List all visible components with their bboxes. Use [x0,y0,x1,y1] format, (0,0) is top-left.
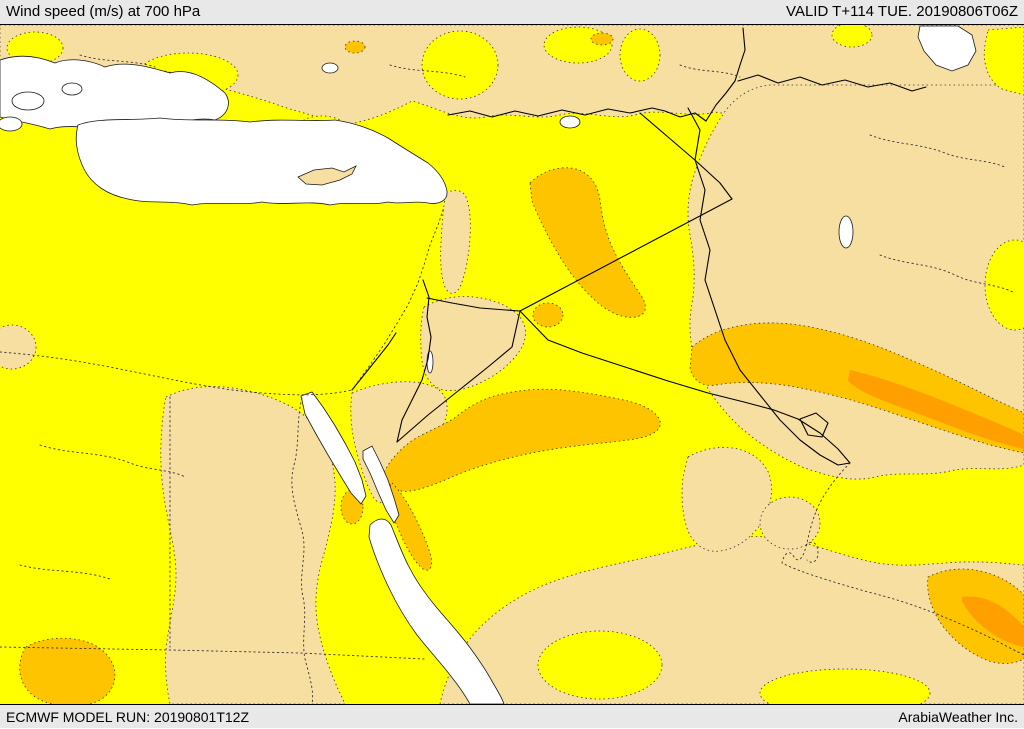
border-caucasus-east [737,74,927,92]
contour-anatolia-2 [389,64,466,78]
border-kuwait [799,412,829,438]
high-patch-south-syria [532,302,564,328]
contour-anatolia-3 [679,64,741,78]
dead-sea [426,350,434,374]
region-libya-edge-low [0,324,37,370]
mediterranean-sea [75,117,448,206]
high-patch-anatolia-3 [590,32,614,46]
lake-tuz [321,62,339,74]
high-patch-redsea-coast [385,482,432,571]
page-title: Wind speed (m/s) at 700 hPa [6,3,201,20]
aegean-patch-1 [11,91,45,111]
high-patch-syria-desert [529,167,646,318]
high-patch-anatolia-2 [344,40,366,54]
moderate-patch-east-iran [984,239,1024,331]
moderate-patch-caucasus [831,25,873,48]
border-iran-iraq [687,107,851,466]
region-jordan-highlands-low [420,296,526,391]
border-caucasus-north [705,27,746,122]
very-high-core-zagros [848,370,1024,449]
contour-libya-2 [19,564,111,580]
region-central-arabia-low-2 [759,496,821,550]
contour-libya-1 [39,444,186,478]
lake-urmia [838,215,854,249]
border-jordan-valley [396,279,432,443]
border-syria-jordan [426,297,521,312]
region-lebanon-ridge-low [440,189,471,294]
coast-persian-gulf [781,462,1024,656]
nile-river [291,397,314,704]
gulf-of-aqaba [362,445,400,524]
map-area [0,25,1024,704]
map-header-bar: Wind speed (m/s) at 700 hPa VALID T+114 … [0,0,1024,25]
moderate-patch-east-anatolia [619,28,661,82]
map-footer-bar: ECMWF MODEL RUN: 20190801T12Z ArabiaWeat… [0,704,1024,728]
moderate-patch-saudi-1 [537,630,663,700]
wind-speed-map [0,25,1024,704]
moderate-patch-saudi-2 [759,668,931,704]
high-patch-sw-corner [19,637,116,704]
high-patch-jordan-band [383,388,661,492]
seas [0,25,977,704]
moderate-patch-central-anatolia [421,30,499,100]
border-egypt-sudan [0,646,425,660]
cyprus-island [297,165,357,186]
dotted-contours [0,54,1024,704]
lake-van [559,115,581,129]
border-egypt-israel [351,332,397,391]
moderate-patch-ne-corner [983,26,1024,96]
provider-credit: ArabiaWeather Inc. [898,708,1018,725]
red-sea [368,518,505,704]
border-syria-iraq-north [639,112,733,200]
region-egypt-low [160,386,346,704]
model-run-label: ECMWF MODEL RUN: 20190801T12Z [6,708,249,725]
contour-anatolia-1 [79,54,156,68]
coast-levant [351,206,445,391]
border-turkey-syria [447,107,707,122]
caspian-sea [917,25,977,72]
wind-band-very-high-cores [848,370,1024,647]
very-high-core-se-corner [962,596,1024,647]
coast-qatar [805,541,819,563]
country-borders [351,27,927,466]
region-central-arabia-low-1 [681,447,772,552]
border-syria-iraq-desert [519,198,733,312]
gulf-of-suez [300,391,367,505]
border-jordan-saudi [396,310,521,443]
aegean-patch-2 [0,116,23,132]
valid-time-label: VALID T+114 TUE. 20190806T06Z [786,3,1018,20]
contour-iran-2 [879,254,1016,294]
black-sea [0,55,229,130]
sea-of-marmara [61,82,83,96]
